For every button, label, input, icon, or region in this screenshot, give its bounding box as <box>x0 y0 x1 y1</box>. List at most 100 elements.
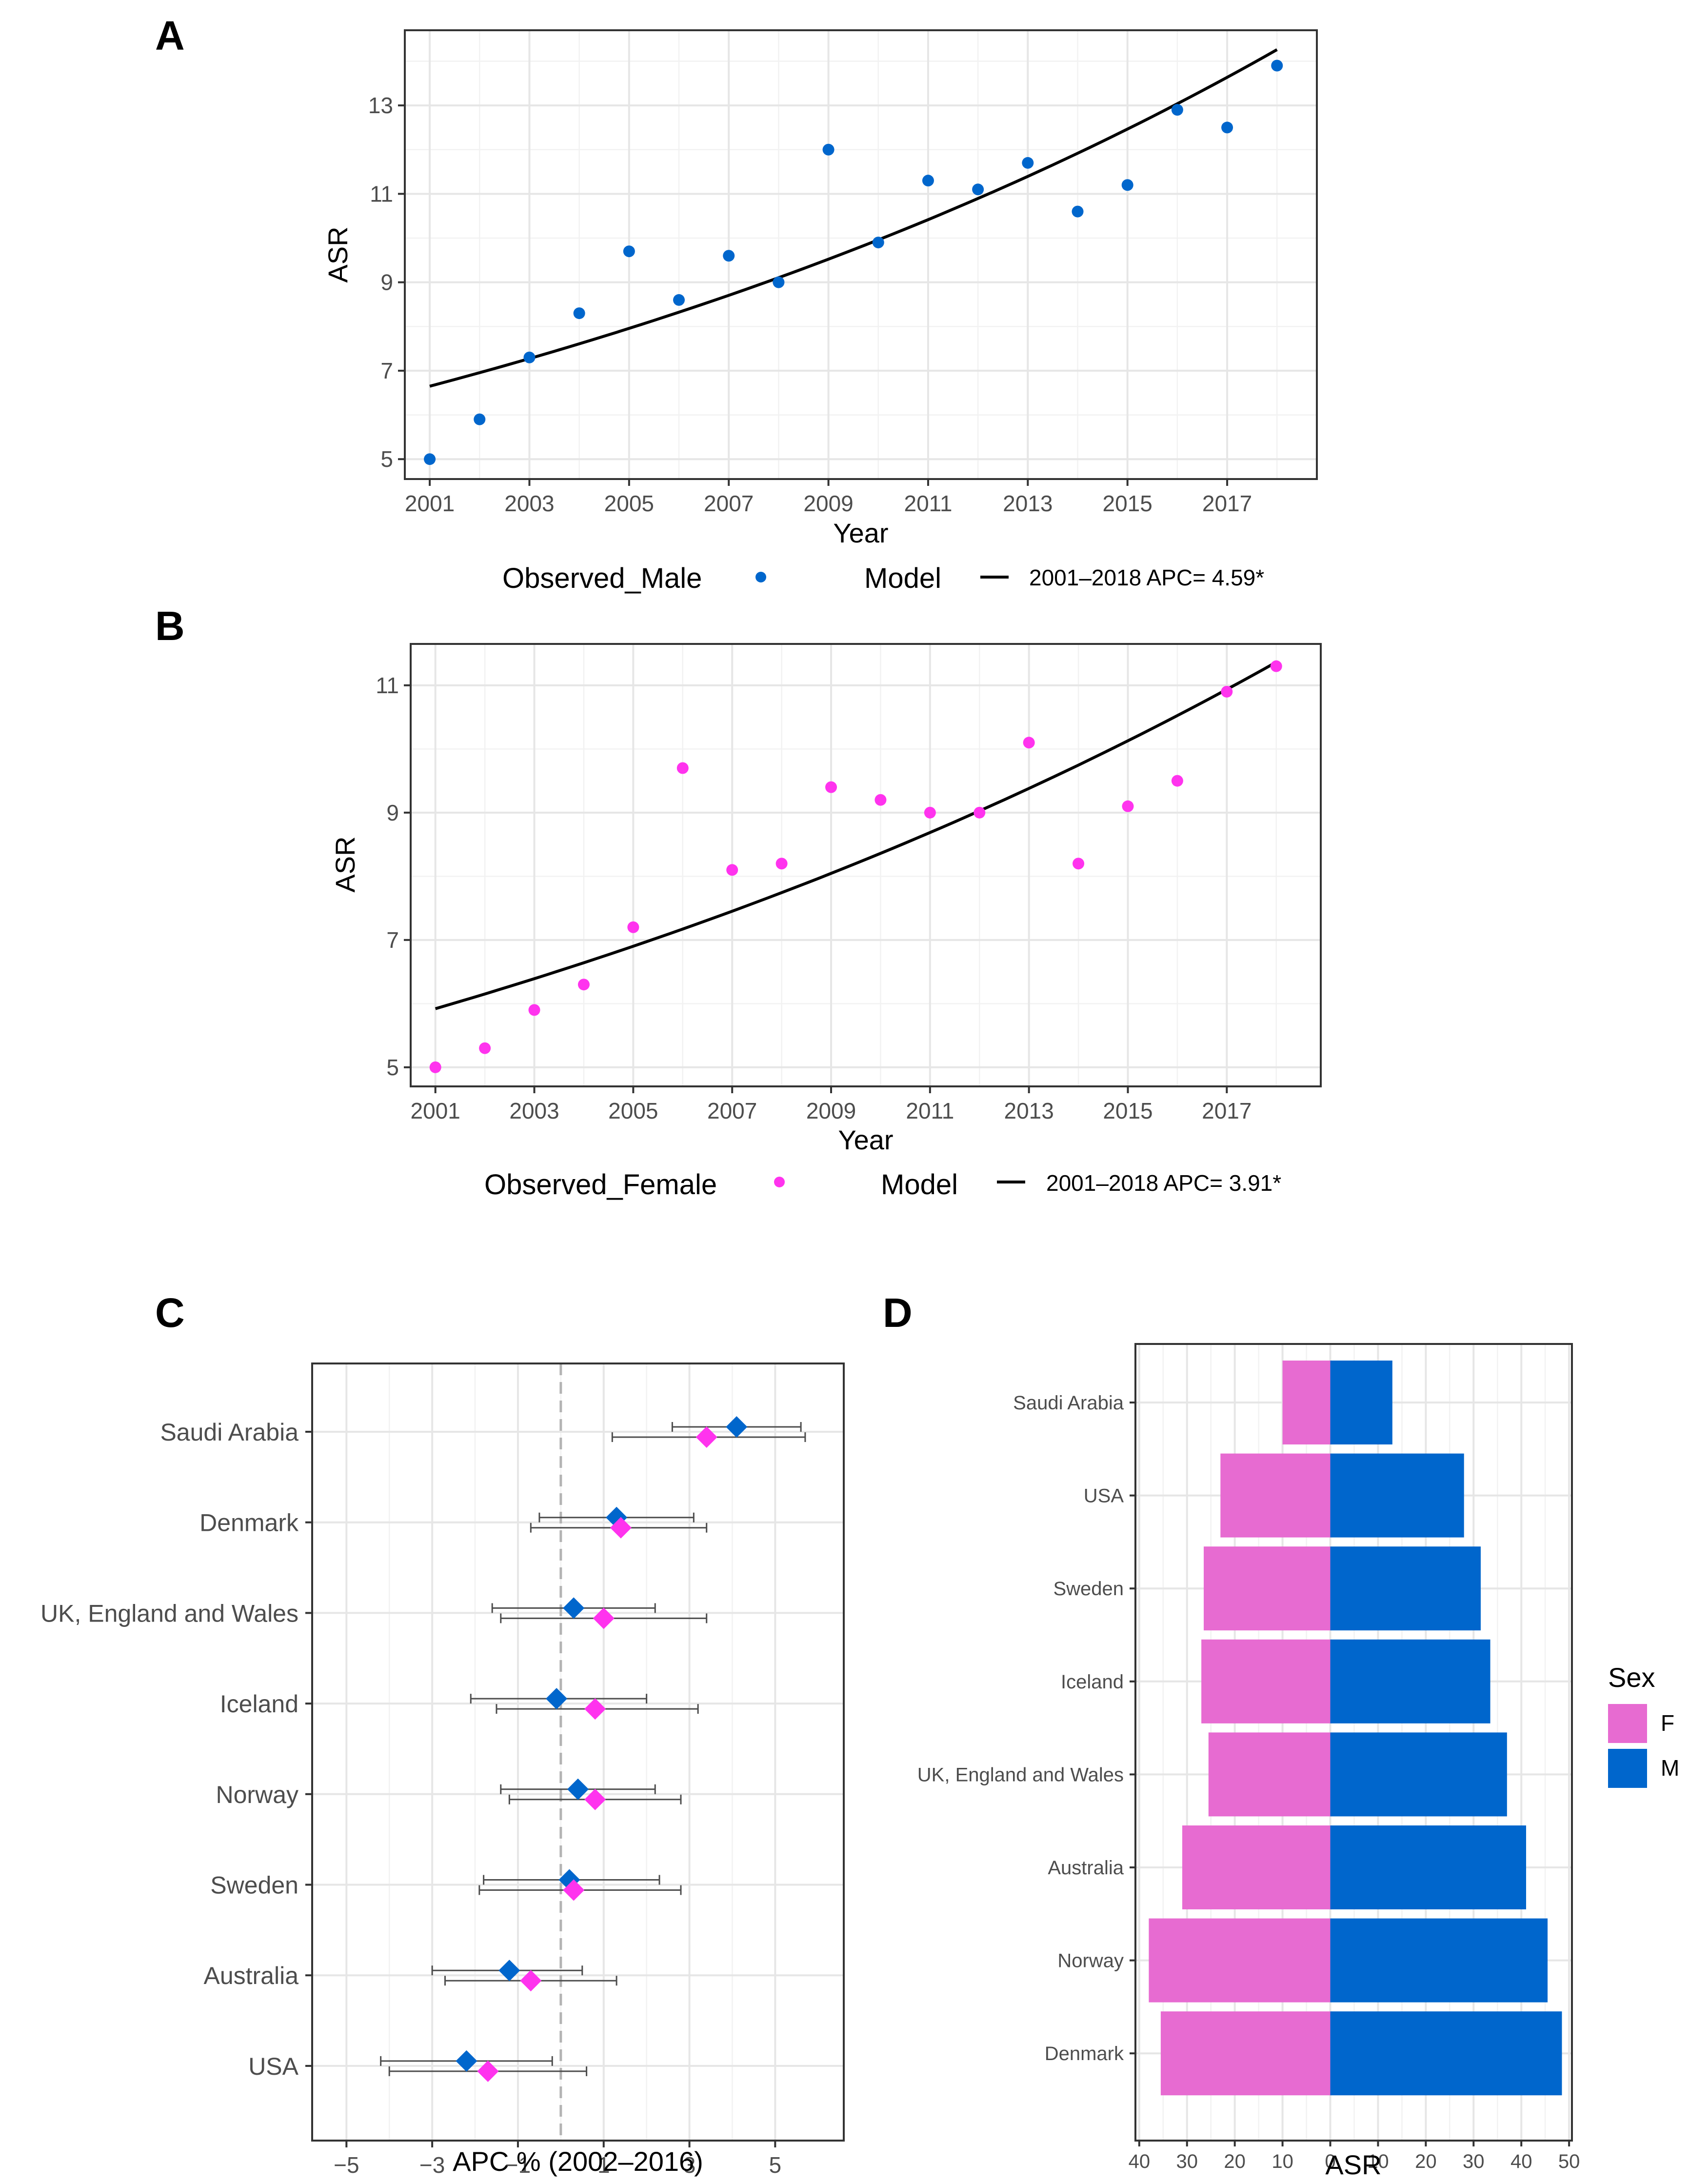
panel-c-x-tick-label: 3 <box>683 2152 696 2178</box>
panel-a-y-tick-label: 13 <box>368 93 393 118</box>
panel-d-x-tick-label: 50 <box>1558 2151 1580 2172</box>
panel-a-data-point <box>424 453 436 465</box>
panel-d-x-tick-label: 10 <box>1272 2151 1293 2172</box>
panel-a-data-point <box>1072 205 1084 218</box>
panel-a-data-point <box>773 276 785 288</box>
legend-m-swatch <box>1608 1749 1647 1788</box>
panel-d-bar-male <box>1330 1825 1526 1909</box>
panel-b-model-line <box>435 661 1277 1010</box>
panel-a-x-tick-label: 2013 <box>1003 491 1053 516</box>
panel-c-frame <box>311 1362 845 2142</box>
panel-d-category-label: USA <box>1084 1485 1124 1507</box>
panel-b-y-tick-label: 7 <box>386 927 399 953</box>
legend-sex-title: Sex <box>1608 1662 1655 1693</box>
panel-d-x-tick-label: 40 <box>1129 2151 1151 2172</box>
panel-b-data-point <box>874 794 887 806</box>
panel-b-data-point <box>775 858 788 870</box>
panel-a-data-point <box>1221 121 1233 134</box>
panel-b-x-tick-label: 2017 <box>1202 1098 1252 1123</box>
panel-d-bar-male <box>1330 1453 1464 1538</box>
panel-a-data-point <box>1271 60 1283 72</box>
panel-d-frame <box>1134 1343 1573 2142</box>
panel-a-frame <box>404 29 1318 480</box>
panel-b-data-point <box>1171 775 1183 787</box>
panel-c-diamonds <box>456 1416 748 2082</box>
panel-c-diamond <box>726 1416 748 1438</box>
panel-c-x-tick-label: −3 <box>419 2152 445 2178</box>
panel-b-data-point <box>1270 660 1282 672</box>
panel-b-data-point <box>1073 858 1085 870</box>
panel-c-diamond <box>498 1960 520 1982</box>
panel-d-category-label: UK, England and Wales <box>917 1764 1124 1785</box>
panel-b-data-point <box>825 781 837 793</box>
legend-model-b: Model <box>881 1169 958 1201</box>
panel-b-data-point <box>1221 685 1233 698</box>
panel-d-bar-female <box>1208 1732 1331 1817</box>
panel-a-x-tick-label: 2011 <box>904 491 952 516</box>
panel-b-data-point <box>974 806 986 819</box>
panel-d-bar-male <box>1330 1918 1548 2003</box>
panel-letter-a: A <box>155 13 185 59</box>
panel-a-data-point <box>523 351 536 363</box>
panel-d-category-label: Iceland <box>1061 1671 1124 1693</box>
panel-b-data-point <box>429 1061 441 1073</box>
panel-b-y-tick-label: 9 <box>386 800 399 825</box>
panel-d-category-label: Saudi Arabia <box>1013 1392 1124 1414</box>
panel-d-bar-male <box>1330 1639 1490 1723</box>
panel-c-diamond <box>610 1517 632 1539</box>
panel-a-y-title: ASR <box>322 226 353 282</box>
panel-b-x-tick-label: 2005 <box>608 1098 658 1123</box>
panel-c-diamond <box>593 1607 615 1629</box>
panel-d-x-tick-label: 10 <box>1367 2151 1389 2172</box>
panel-a-data-point <box>872 237 884 249</box>
legend-observed-male-marker <box>755 572 766 582</box>
panel-d-x-tick-label: 20 <box>1224 2151 1246 2172</box>
panel-c-diamond <box>563 1597 585 1619</box>
panel-c-x-tick-label: −5 <box>334 2152 359 2178</box>
panel-d-bar-male <box>1330 1546 1481 1631</box>
panel-a-x-tick-label: 2005 <box>604 491 654 516</box>
panel-c-category-label: USA <box>248 2053 298 2080</box>
panel-d-bar-male <box>1330 1361 1392 1444</box>
panel-d-category-label: Denmark <box>1045 2043 1124 2064</box>
panel-a-data-point <box>474 413 486 425</box>
panel-b-data-point <box>627 921 639 933</box>
panel-b-x-tick-label: 2003 <box>509 1098 559 1123</box>
panel-d-x-tick-label: 20 <box>1415 2151 1437 2172</box>
panel-a-x-tick-label: 2001 <box>405 491 455 516</box>
panel-b-data-point <box>528 1004 540 1016</box>
panel-a-x-tick-label: 2009 <box>803 491 853 516</box>
panel-b-data-point <box>1122 800 1134 812</box>
panel-a-x-tick-label: 2017 <box>1202 491 1252 516</box>
panel-a-data-point <box>623 245 635 258</box>
panel-d-legend: Sex F M <box>1608 1662 1679 1788</box>
panel-a-y-tick-label: 11 <box>370 181 393 206</box>
panel-c-category-label: Iceland <box>220 1690 298 1718</box>
panel-b-points <box>429 660 1282 1073</box>
panel-a-points <box>424 60 1283 465</box>
panel-b-data-point <box>924 806 936 819</box>
panel-b-x-tick-label: 2011 <box>906 1098 954 1123</box>
panel-d-bar-female <box>1282 1361 1331 1444</box>
panel-d-x-tick-label: 40 <box>1510 2151 1532 2172</box>
panel-a-data-point <box>1121 179 1133 191</box>
panel-a-model-line <box>429 48 1278 388</box>
panel-c-diamond <box>520 1970 542 1992</box>
panel-d-category-label: Norway <box>1057 1950 1124 1972</box>
panel-a-legend: Observed_Male Model 2001–2018 APC= 4.59* <box>502 562 1264 594</box>
panel-d-bar-female <box>1149 1918 1331 2003</box>
panel-a-data-point <box>673 294 685 306</box>
panel-b-y-tick-label: 5 <box>386 1055 399 1080</box>
panel-a-x-tick-label: 2003 <box>504 491 554 516</box>
panel-c-diamond <box>584 1788 606 1810</box>
panel-b-legend: Observed_Female Model 2001–2018 APC= 3.9… <box>484 1169 1281 1201</box>
panel-d-bars <box>1149 1361 1562 2096</box>
panel-d-pyramid: 40 30 20 10 0 10 20 30 40 50 Saudi Arabia USA Sweden… <box>917 1343 1679 2180</box>
panel-c-diamond <box>695 1426 717 1448</box>
panel-d-x-tick-label: 30 <box>1463 2151 1485 2172</box>
panel-a-data-point <box>822 143 835 156</box>
panel-a-y-tick-label: 5 <box>380 446 393 472</box>
panel-b-x-tick-label: 2013 <box>1004 1098 1053 1123</box>
legend-observed-female: Observed_Female <box>484 1169 717 1201</box>
panel-d-bar-female <box>1201 1639 1331 1723</box>
